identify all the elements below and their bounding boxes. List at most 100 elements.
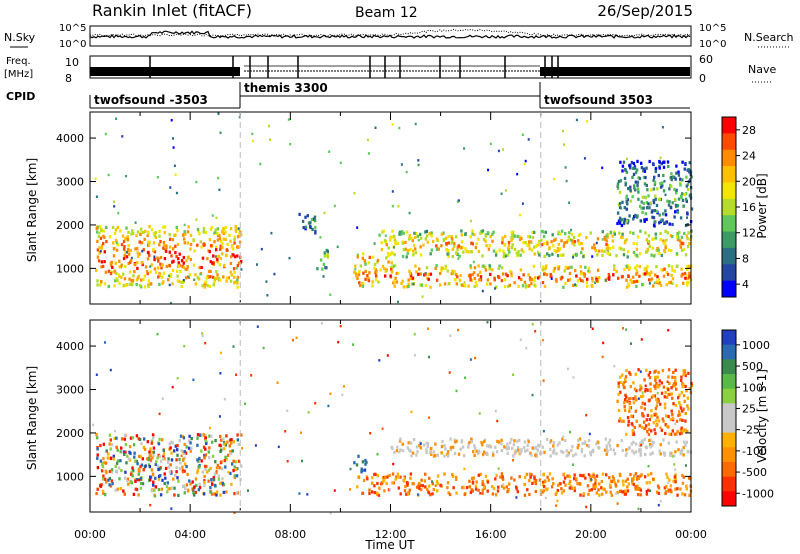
range-cell [685,175,688,179]
range-cell [600,479,603,484]
range-cell [571,241,574,245]
range-cell [356,276,359,280]
range-cell [431,482,434,486]
range-cell [621,274,624,279]
range-cell [662,274,666,278]
range-cell [399,475,402,479]
range-cell-sparse [328,150,331,153]
range-cell-sparse [588,432,591,436]
range-cell-sparse [601,238,604,241]
range-cell [618,231,621,235]
range-cell-sparse [665,238,668,241]
range-cell [126,477,130,481]
colorbar-tick-label: -25 [742,424,760,437]
range-cell [396,241,400,245]
range-cell-sparse [295,336,298,340]
range-cell [115,239,118,243]
range-cell [580,241,583,246]
range-cell [572,454,575,458]
range-cell [463,454,466,458]
range-cell [627,419,630,423]
range-cell [563,241,566,245]
range-cell [322,262,326,266]
range-cell [688,274,691,278]
range-cell [659,283,663,287]
range-cell [655,419,658,423]
range-cell-sparse [219,131,222,134]
range-cell [555,491,558,495]
colorbar-swatch [722,344,736,360]
range-cell [427,491,431,495]
range-cell [456,252,459,256]
range-cell [552,244,555,248]
velocity-scatter [92,321,694,515]
range-cell [477,237,480,241]
range-cell [643,437,646,441]
range-cell [475,242,478,246]
range-cell [609,447,612,451]
range-cell [643,169,647,173]
range-cell [435,237,439,241]
range-cell-sparse [214,255,217,258]
range-cell-sparse [626,157,628,161]
range-cell [96,239,99,243]
range-cell [674,403,678,407]
range-cell [664,244,667,248]
range-cell [675,419,679,423]
range-cell [620,218,624,222]
range-cell [662,165,666,169]
range-cell [208,250,211,254]
range-cell [606,276,610,280]
range-cell [654,369,657,373]
range-cell [216,260,219,264]
range-cell-sparse [659,156,662,160]
range-cell [639,441,642,445]
range-cell [383,489,386,493]
noise-sky-trace [89,30,691,39]
range-cell [132,443,136,447]
range-cell [207,468,211,472]
range-cell [591,276,594,280]
range-cell [177,261,180,265]
range-cell-sparse [448,371,451,374]
range-cell [139,486,143,490]
range-cell [669,417,673,422]
range-cell [638,176,642,181]
range-cell [123,277,127,281]
range-cell [154,476,157,480]
range-cell [169,487,172,491]
range-cell [669,280,672,284]
range-cell [583,454,586,458]
range-cell-sparse [192,378,195,381]
range-cell [181,233,185,237]
range-cell [162,452,166,456]
range-cell [391,229,394,233]
range-cell [559,247,562,251]
range-cell [304,215,307,219]
range-cell [168,233,171,237]
range-cell [567,453,570,457]
range-cell-sparse [542,379,545,382]
range-cell-sparse [637,397,640,400]
range-cell [523,475,527,480]
range-cell [562,480,566,484]
range-cell [661,181,664,185]
range-cell [644,452,647,457]
range-cell [513,247,517,251]
range-cell [656,275,659,279]
range-cell [639,453,642,457]
range-cell [667,368,671,372]
range-cell [591,279,594,283]
range-cell [134,459,137,463]
range-cell [618,489,622,493]
range-cell [638,487,641,491]
range-cell [640,405,643,409]
range-cell [174,444,177,448]
range-cell [503,285,507,289]
range-cell [594,482,597,486]
range-cell [643,378,646,382]
range-cell-sparse [218,188,221,192]
range-cell [666,272,670,276]
range-cell [562,285,565,289]
range-cell [536,448,539,452]
